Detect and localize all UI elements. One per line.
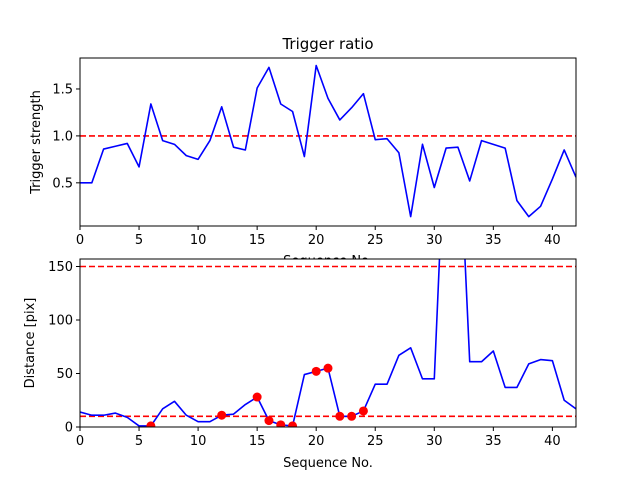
- top-x-axis: 0 5 10 15 20 25 30 35 40: [76, 226, 561, 248]
- top-y-tick-label: 1.5: [52, 82, 73, 97]
- bottom-marker-point: [323, 363, 333, 373]
- top-y-tick-label: 1.0: [52, 129, 73, 144]
- top-y-axis: 0.5 1.0 1.5: [52, 82, 80, 191]
- top-x-tick-label: 40: [544, 233, 561, 248]
- bottom-marker-point: [347, 411, 357, 421]
- bottom-marker-point: [217, 410, 227, 420]
- top-y-tick-label: 0.5: [52, 176, 73, 191]
- top-series-line: [80, 64, 576, 218]
- bottom-y-axis-label: Distance [pix]: [23, 298, 38, 389]
- top-x-tick-label: 25: [367, 233, 384, 248]
- bottom-x-tick-label: 25: [367, 434, 384, 449]
- bottom-marker-point: [264, 416, 274, 426]
- bottom-marker-point: [335, 411, 345, 421]
- bottom-plot-frame: [79, 258, 577, 428]
- bottom-marker-point: [288, 421, 298, 427]
- bottom-y-tick-label: 50: [56, 367, 73, 382]
- bottom-marker-point: [276, 420, 286, 427]
- top-chart-title: Trigger ratio: [281, 35, 373, 53]
- bottom-marker-point: [311, 366, 321, 376]
- bottom-x-tick-label: 30: [426, 434, 443, 449]
- bottom-plot-background: [80, 259, 576, 427]
- bottom-x-tick-label: 10: [190, 434, 207, 449]
- bottom-x-tick-label: 20: [308, 434, 325, 449]
- top-x-tick-label: 20: [308, 233, 325, 248]
- bottom-chart: 0 5 10 15 20 25 30 35 40 0 50 100 150 Distance [pix…: [23, 258, 577, 471]
- bottom-y-tick-label: 0: [65, 421, 73, 436]
- bottom-marker-point: [252, 392, 262, 402]
- bottom-y-tick-label: 150: [48, 260, 73, 275]
- top-y-axis-label: Trigger strength: [29, 90, 44, 195]
- bottom-x-axis-label: Sequence No.: [283, 456, 373, 471]
- top-x-tick-label: 0: [76, 233, 84, 248]
- bottom-x-tick-label: 0: [76, 434, 84, 449]
- top-x-tick-label: 5: [135, 233, 143, 248]
- bottom-x-axis: 0 5 10 15 20 25 30 35 40: [76, 427, 561, 449]
- bottom-marker-point: [358, 406, 368, 416]
- bottom-plot-area: [80, 259, 576, 427]
- top-x-tick-label: 10: [190, 233, 207, 248]
- bottom-x-tick-label: 35: [485, 434, 502, 449]
- top-plot-area: [80, 64, 576, 218]
- top-chart: Trigger ratio 0 5 10 15 20 25 30 35 40 0.5 1.0 1.5…: [29, 35, 577, 269]
- bottom-x-tick-label: 15: [249, 434, 266, 449]
- bottom-marker-point: [146, 421, 156, 427]
- bottom-x-tick-label: 40: [544, 434, 561, 449]
- bottom-y-axis: 0 50 100 150: [48, 260, 80, 436]
- bottom-y-tick-label: 100: [48, 313, 73, 328]
- bottom-x-tick-label: 5: [135, 434, 143, 449]
- top-x-tick-label: 15: [249, 233, 266, 248]
- top-x-tick-label: 30: [426, 233, 443, 248]
- top-x-tick-label: 35: [485, 233, 502, 248]
- top-plot-frame: [79, 57, 577, 227]
